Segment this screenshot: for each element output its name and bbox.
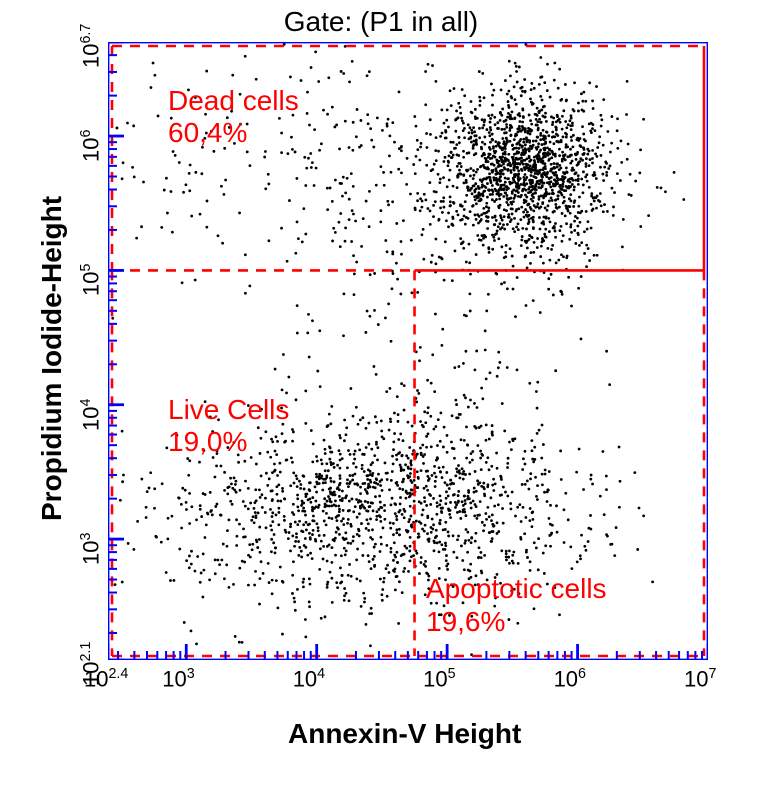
y-tick-label: 102.1 bbox=[78, 642, 104, 686]
gate-label-live-text: Live Cells bbox=[168, 394, 289, 425]
gate-label-apoptotic: Apoptotic cells 19,6% bbox=[426, 573, 607, 637]
y-axis-label: Propidium Iodide-Height bbox=[36, 196, 68, 521]
x-axis-label: Annexin-V Height bbox=[288, 718, 521, 750]
plot-area: Dead cells 60,4% Live Cells 19,0% Apopto… bbox=[108, 42, 708, 660]
y-tick-label: 105 bbox=[78, 264, 104, 296]
gate-label-dead-text: Dead cells bbox=[168, 85, 299, 116]
gate-label-apop-text: Apoptotic cells bbox=[426, 573, 607, 604]
y-tick-label: 106.7 bbox=[78, 24, 104, 68]
gate-label-apop-pct: 19,6% bbox=[426, 606, 505, 637]
x-tick-label: 106 bbox=[554, 666, 586, 692]
figure-root: Gate: (P1 in all) Dead cells 60,4% Live … bbox=[0, 0, 762, 800]
gate-label-dead: Dead cells 60,4% bbox=[168, 85, 299, 149]
y-tick-label: 103 bbox=[78, 533, 104, 565]
gate-label-live-pct: 19,0% bbox=[168, 426, 247, 457]
x-tick-label: 104 bbox=[293, 666, 325, 692]
x-tick-label: 103 bbox=[162, 666, 194, 692]
x-tick-label: 105 bbox=[423, 666, 455, 692]
y-tick-label: 106 bbox=[78, 130, 104, 162]
y-tick-label: 104 bbox=[78, 398, 104, 430]
gate-label-live: Live Cells 19,0% bbox=[168, 394, 289, 458]
plot-title: Gate: (P1 in all) bbox=[284, 6, 479, 38]
x-tick-label: 107 bbox=[684, 666, 716, 692]
gate-label-dead-pct: 60,4% bbox=[168, 117, 247, 148]
